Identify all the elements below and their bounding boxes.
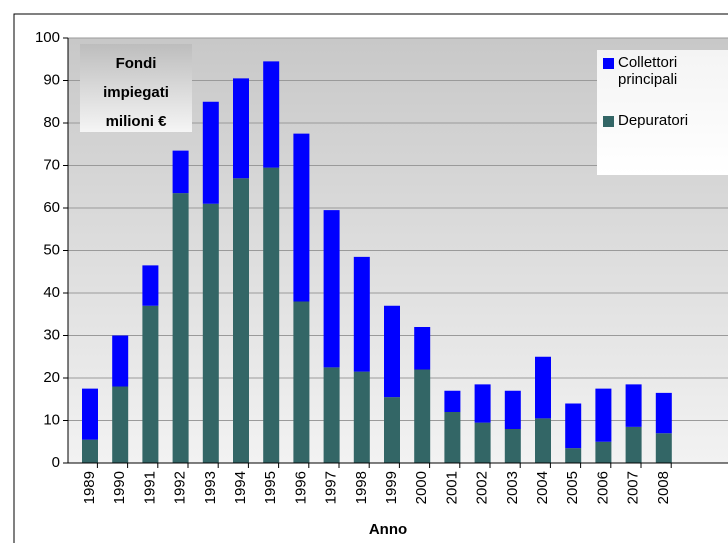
bar-segment [233,78,249,179]
bar-segment [323,367,340,463]
x-tick-label: 1991 [141,471,158,504]
bar-segment [595,441,612,463]
legend-swatch [603,116,614,127]
legend-label: Depuratori [618,112,689,129]
bar-segment [625,384,642,427]
bar-segment [565,448,582,463]
x-tick-label: 2003 [504,471,521,504]
x-tick-label: 1998 [353,471,370,504]
y-tick-label: 30 [43,326,60,343]
x-tick-label: 2000 [413,471,430,504]
bar-segment [263,167,280,463]
x-tick-label: 1994 [232,471,249,504]
annotation: milioni € [106,113,168,130]
bar-segment [82,439,98,463]
bar-segment [112,386,129,463]
legend-item: Collettori principali [603,54,728,88]
bar-segment [655,392,672,434]
bar-segment [444,390,461,412]
x-tick-label: 1996 [292,471,309,504]
annotation-box [80,44,192,132]
x-tick-label: 2007 [625,471,642,504]
legend-item: Depuratori [603,112,728,129]
y-tick-label: 40 [43,284,60,301]
x-tick-label: 1993 [202,471,219,504]
x-tick-label: 2001 [443,471,460,504]
bar-segment [202,101,219,204]
x-tick-label: 2006 [594,471,611,504]
x-tick-label: 2002 [474,471,491,504]
bar-segment [353,371,370,463]
bar-segment [172,193,189,463]
legend-label: Collettori principali [618,54,678,88]
bar-segment [625,426,642,463]
y-tick-label: 10 [43,411,60,428]
annotation: impiegati [103,84,169,101]
bar-segment [535,356,551,419]
x-tick-label: 1999 [383,471,400,504]
bar-segment [444,412,461,463]
bar-segment [474,422,491,463]
x-tick-label: 2004 [534,471,551,504]
bar-segment [142,265,159,306]
bar-segment [414,327,431,370]
bar-segment [323,210,340,368]
bar-segment [504,390,521,429]
x-tick-label: 1995 [262,471,279,504]
annotation: Fondi [116,55,157,72]
bar-segment [384,397,400,463]
bar-segment [535,418,551,463]
x-tick-label: 2005 [564,471,581,504]
bar-segment [112,335,129,387]
bar-segment [504,429,521,463]
legend: Collettori principali Depuratori [597,50,728,175]
bar-segment [565,403,582,449]
x-tick-label: 1989 [81,471,98,504]
bar-segment [82,388,98,440]
bar-segment [172,150,189,194]
y-tick-label: 70 [43,156,60,173]
bar-segment [263,61,280,168]
y-tick-label: 20 [43,369,60,386]
bar-segment [142,305,159,463]
x-tick-label: 2008 [655,471,672,504]
y-tick-label: 0 [52,454,60,471]
y-tick-label: 50 [43,241,60,258]
y-tick-label: 100 [35,29,60,46]
x-tick-label: 1997 [323,471,340,504]
bar-segment [202,203,219,463]
x-tick-label: 1992 [172,471,189,504]
legend-swatch [603,58,614,69]
bar-segment [414,369,431,463]
y-tick-label: 90 [43,71,60,88]
bar-segment [384,305,400,398]
bar-segment [595,388,612,442]
bar-segment [474,384,491,423]
bar-segment [293,301,310,463]
bar-segment [353,256,370,372]
bar-segment [233,178,249,463]
x-axis-label: Anno [369,521,407,538]
bar-segment [293,133,310,302]
bar-segment [655,433,672,463]
x-tick-label: 1990 [111,471,128,504]
y-tick-label: 80 [43,114,60,131]
y-tick-label: 60 [43,199,60,216]
